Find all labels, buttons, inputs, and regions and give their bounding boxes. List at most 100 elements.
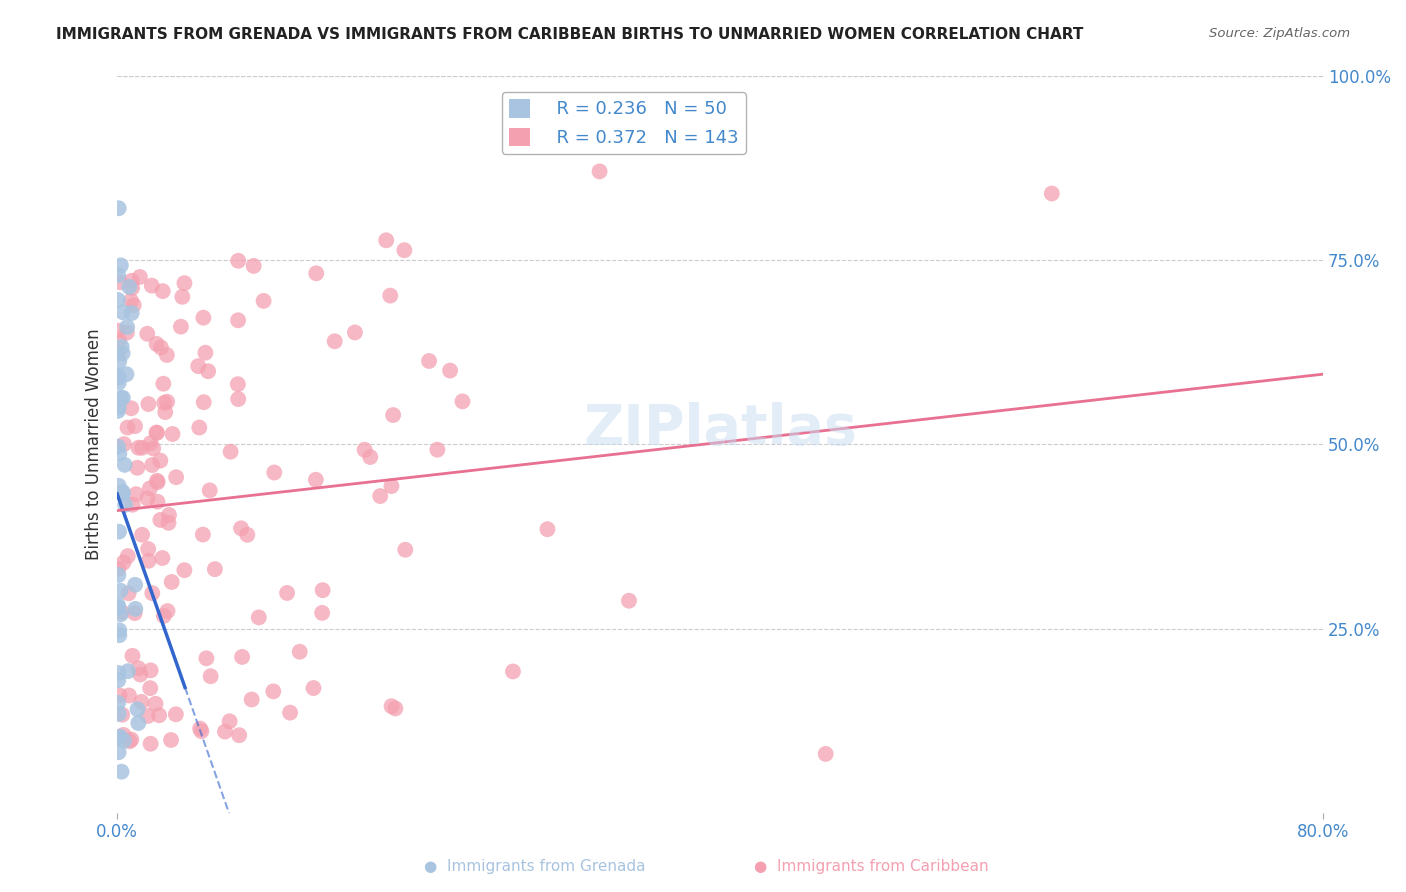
Point	[107, 601, 129, 615]
Point	[108, 689, 131, 703]
Point	[145, 337, 167, 351]
Point	[127, 716, 149, 731]
Point	[173, 276, 195, 290]
Point	[139, 681, 162, 695]
Point	[375, 233, 398, 247]
Point	[108, 354, 131, 368]
Point	[127, 460, 149, 475]
Point	[107, 401, 129, 415]
Point	[288, 645, 311, 659]
Point	[305, 266, 328, 280]
Point	[146, 474, 169, 488]
Legend:   R = 0.236   N = 50,   R = 0.372   N = 143: R = 0.236 N = 50, R = 0.372 N = 143	[502, 92, 745, 154]
Point	[173, 563, 195, 577]
Point	[107, 368, 129, 383]
Point	[118, 689, 141, 703]
Point	[141, 278, 163, 293]
Point	[120, 401, 142, 416]
Point	[187, 359, 209, 373]
Point	[111, 391, 134, 405]
Text: ZIPlatlas: ZIPlatlas	[583, 402, 858, 457]
Point	[165, 707, 187, 722]
Point	[226, 377, 249, 392]
Point	[229, 521, 252, 535]
Point	[380, 479, 402, 493]
Point	[157, 516, 180, 530]
Point	[107, 324, 129, 338]
Point	[108, 624, 131, 638]
Point	[112, 728, 135, 742]
Point	[197, 364, 219, 378]
Point	[359, 450, 381, 464]
Point	[302, 681, 325, 695]
Point	[107, 370, 129, 384]
Point	[149, 453, 172, 467]
Point	[127, 441, 149, 455]
Point	[107, 346, 129, 360]
Point	[141, 586, 163, 600]
Point	[156, 604, 179, 618]
Point	[194, 345, 217, 359]
Point	[107, 706, 129, 721]
Point	[112, 556, 135, 570]
Point	[110, 391, 132, 405]
Point	[242, 259, 264, 273]
Point	[115, 320, 138, 334]
Point	[228, 728, 250, 742]
Point	[124, 602, 146, 616]
Point	[380, 699, 402, 714]
Point	[107, 440, 129, 454]
Point	[188, 420, 211, 434]
Point	[190, 724, 212, 739]
Point	[117, 420, 139, 434]
Point	[128, 270, 150, 285]
Point	[231, 649, 253, 664]
Point	[138, 397, 160, 411]
Point	[149, 341, 172, 355]
Point	[394, 244, 416, 258]
Point	[160, 733, 183, 747]
Point	[136, 491, 159, 506]
Point	[536, 522, 558, 536]
Point	[141, 458, 163, 472]
Point	[145, 425, 167, 440]
Point	[111, 340, 134, 354]
Point	[439, 363, 461, 377]
Point	[107, 665, 129, 680]
Point	[195, 651, 218, 665]
Point	[112, 734, 135, 748]
Point	[110, 258, 132, 272]
Point	[115, 368, 138, 382]
Point	[146, 494, 169, 508]
Point	[120, 732, 142, 747]
Point	[149, 513, 172, 527]
Point	[107, 293, 129, 307]
Point	[162, 427, 184, 442]
Point	[139, 482, 162, 496]
Point	[146, 475, 169, 490]
Point	[107, 404, 129, 418]
Point	[188, 722, 211, 736]
Point	[107, 268, 129, 283]
Text: ●  Immigrants from Caribbean: ● Immigrants from Caribbean	[755, 859, 988, 874]
Point	[110, 764, 132, 779]
Point	[122, 298, 145, 312]
Y-axis label: Births to Unmarried Women: Births to Unmarried Women	[86, 328, 103, 560]
Point	[193, 395, 215, 409]
Point	[131, 441, 153, 455]
Point	[153, 396, 176, 410]
Point	[382, 408, 405, 422]
Point	[131, 528, 153, 542]
Point	[107, 376, 129, 390]
Point	[353, 442, 375, 457]
Point	[240, 692, 263, 706]
Point	[107, 568, 129, 582]
Point	[145, 425, 167, 440]
Point	[262, 684, 284, 698]
Point	[124, 606, 146, 620]
Point	[502, 665, 524, 679]
Point	[323, 334, 346, 349]
Point	[1040, 186, 1063, 201]
Point	[107, 479, 129, 493]
Text: IMMIGRANTS FROM GRENADA VS IMMIGRANTS FROM CARIBBEAN BIRTHS TO UNMARRIED WOMEN C: IMMIGRANTS FROM GRENADA VS IMMIGRANTS FR…	[56, 27, 1084, 42]
